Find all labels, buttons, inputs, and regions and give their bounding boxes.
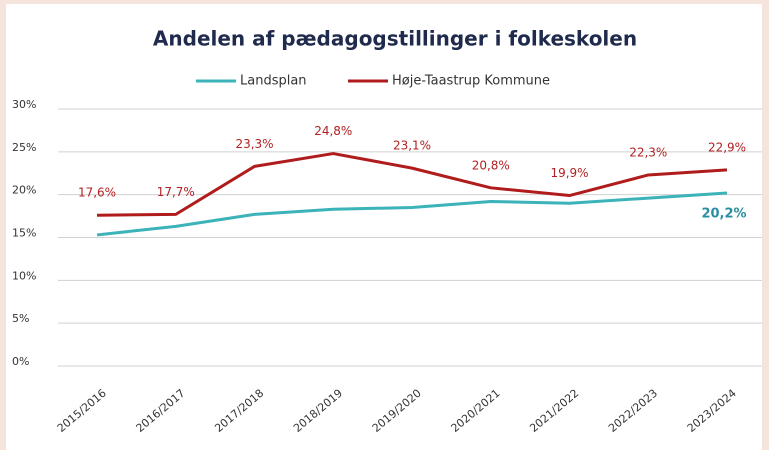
chart-title: Andelen af pædagogstillinger i folkeskol…: [153, 27, 637, 51]
data-label: 19,9%: [550, 166, 588, 180]
panel: [6, 4, 762, 450]
data-label: 20,8%: [472, 158, 510, 172]
data-label: 20,2%: [701, 206, 746, 221]
legend-label: Høje-Taastrup Kommune: [392, 74, 550, 89]
y-tick-label: 5%: [12, 312, 29, 325]
y-tick-label: 10%: [12, 269, 36, 282]
y-tick-label: 25%: [12, 141, 36, 154]
data-label: 23,3%: [235, 137, 273, 151]
y-tick-label: 0%: [12, 355, 29, 368]
data-label: 22,3%: [629, 145, 667, 159]
data-label: 23,1%: [393, 139, 431, 153]
y-tick-label: 15%: [12, 227, 36, 240]
legend-label: Landsplan: [240, 74, 307, 89]
data-label: 22,9%: [708, 140, 746, 154]
data-label: 24,8%: [314, 124, 352, 138]
data-label: 17,6%: [78, 186, 116, 200]
series-line: [96, 191, 728, 237]
y-tick-label: 30%: [12, 98, 36, 111]
y-tick-label: 20%: [12, 184, 36, 197]
data-label: 17,7%: [157, 185, 195, 199]
series-line: [96, 152, 728, 217]
